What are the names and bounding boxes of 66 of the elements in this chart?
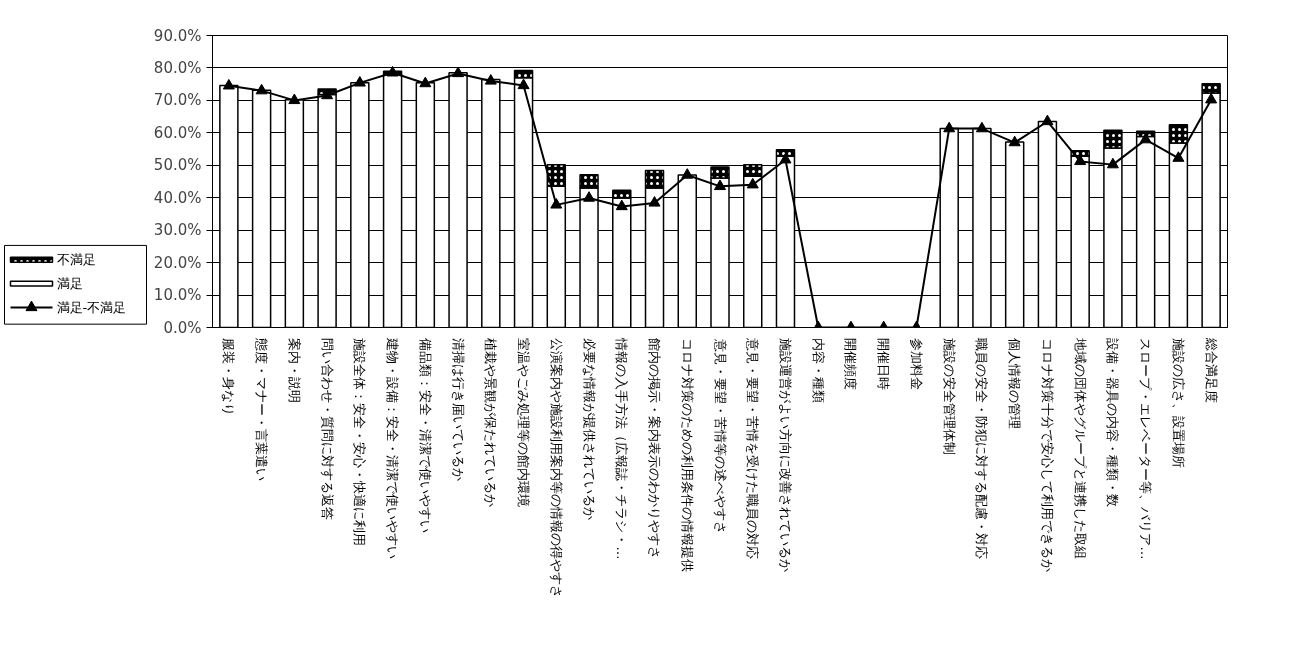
- point: [943, 121, 956, 133]
- x-tick-label: 設備・器具の内容・種類・数: [1105, 338, 1121, 508]
- point: [583, 191, 596, 202]
- x-tick-label: 開催日時: [876, 338, 892, 391]
- x-tick-label: 態度・マナー・言葉遣い: [254, 337, 270, 482]
- x-tick-label: 意見・要望・苦情等の述べやすさ: [712, 337, 728, 534]
- x-tick-label: 館内の掲示・案内表示のわかりやすさ: [647, 338, 663, 560]
- x-tick-label: 参加料金: [908, 338, 924, 391]
- point: [353, 76, 366, 87]
- y-tick-label: 60.0%: [153, 123, 202, 142]
- y-tick-label: 10.0%: [153, 286, 202, 305]
- point: [1041, 114, 1054, 126]
- y-tick-label: 30.0%: [153, 221, 202, 240]
- x-tick-label: 建物・設備：安全・清潔で使いやすい: [385, 337, 401, 560]
- y-tick-label: 80.0%: [153, 58, 202, 77]
- point: [255, 83, 268, 95]
- legend-label: 満足: [56, 276, 83, 292]
- x-tick-label: 清掃は行き届いているか: [450, 338, 466, 482]
- point: [1205, 92, 1218, 104]
- y-tick-label: 20.0%: [153, 253, 202, 272]
- y-tick-label: 90.0%: [153, 26, 202, 45]
- x-tick-label: 案内・説明: [286, 338, 302, 404]
- x-tick-label: 公演案内や施設利用案内等の情報の得やすさ: [548, 338, 564, 599]
- point: [681, 168, 694, 179]
- point: [615, 199, 628, 211]
- x-tick-label: 総合満足度: [1203, 337, 1219, 404]
- x-tick-label: 服装・身なり: [221, 338, 237, 417]
- x-tick-label: 施設の安全管理体制: [941, 338, 957, 456]
- x-tick-label: 備品類：安全・清潔で使いやすい: [417, 338, 433, 534]
- point: [746, 177, 759, 189]
- x-tick-label: 情報の入手方法（広報誌・チラシ・…: [614, 337, 630, 560]
- x-tick-label: 施設全体：安全・安心・快適に利用: [352, 338, 368, 547]
- point: [714, 179, 726, 191]
- point: [419, 76, 432, 88]
- x-tick-label: 必要な情報が提供されているか: [581, 338, 597, 521]
- y-tick-label: 0.0%: [163, 318, 202, 337]
- point: [222, 78, 235, 90]
- x-tick-label: 地域の団体やグループと連携した取組: [1072, 337, 1088, 560]
- x-tick-label: 内容・種類: [810, 338, 826, 404]
- point: [484, 74, 497, 85]
- legend-label: 満足-不満足: [56, 299, 127, 315]
- point: [648, 196, 661, 207]
- point: [779, 152, 792, 164]
- legend-label: 不満足: [56, 252, 96, 268]
- x-tick-label: コロナ対策十分で安心して利用できるか: [1039, 338, 1055, 573]
- x-tick-label: スロープ・エレベーター等、バリア…: [1138, 338, 1154, 560]
- point: [1172, 151, 1185, 162]
- x-tick-label: 室温やごみ処理等の館内環境: [516, 338, 532, 508]
- x-tick-label: 職員の安全・防犯に対する配慮・対応: [974, 338, 990, 560]
- point: [517, 78, 530, 90]
- x-tick-label: 開催頻度: [843, 338, 859, 391]
- point: [550, 198, 563, 209]
- x-tick-label: 問い合わせ・質問に対する返答: [319, 338, 335, 521]
- x-tick-label: 個人情報の管理: [1007, 338, 1023, 430]
- x-tick-label: コロナ対策のための利用条件の情報提供: [679, 338, 695, 573]
- point: [1008, 135, 1021, 147]
- point: [288, 93, 301, 105]
- x-tick-label: 施設運営がよい方向に改善されているか: [777, 338, 793, 573]
- y-tick-label: 50.0%: [153, 156, 202, 175]
- x-tick-label: 施設の広さ、設置場所: [1170, 338, 1186, 469]
- x-tick-label: 植栽や景観が保たれているか: [483, 338, 499, 508]
- point: [1106, 157, 1119, 169]
- x-tick-label: 意見・要望・苦情を受けた職員の対応: [745, 337, 761, 560]
- y-tick-label: 40.0%: [153, 188, 202, 207]
- y-tick-label: 70.0%: [153, 91, 202, 110]
- point: [975, 121, 988, 133]
